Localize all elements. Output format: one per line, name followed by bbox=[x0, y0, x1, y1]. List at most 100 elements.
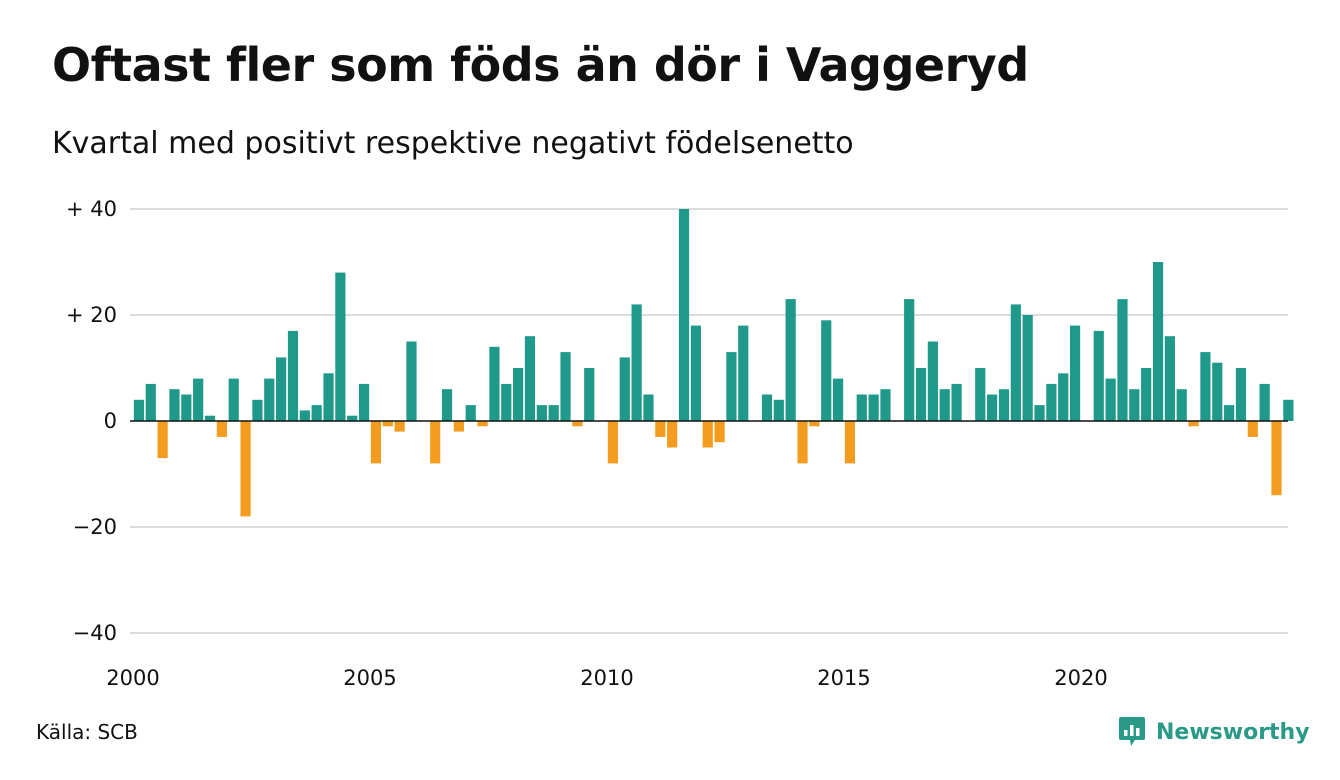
bar bbox=[987, 394, 998, 421]
bar bbox=[1069, 325, 1081, 421]
y-tick-label: + 20 bbox=[66, 303, 117, 327]
bar bbox=[844, 421, 856, 464]
bar bbox=[193, 378, 204, 421]
bar bbox=[572, 421, 583, 427]
bar bbox=[347, 415, 358, 421]
bar bbox=[868, 394, 879, 421]
bar bbox=[1129, 389, 1140, 421]
bar bbox=[880, 389, 891, 421]
bar bbox=[1235, 368, 1247, 421]
bar bbox=[394, 421, 405, 432]
bar bbox=[821, 320, 832, 421]
bar bbox=[335, 272, 346, 421]
bar bbox=[560, 352, 571, 421]
bar bbox=[1212, 362, 1223, 421]
bar bbox=[939, 389, 950, 421]
bar bbox=[1022, 315, 1033, 421]
bar bbox=[524, 336, 536, 421]
bar bbox=[489, 346, 500, 421]
brand-logo: Newsworthy bbox=[1118, 714, 1310, 750]
bar bbox=[702, 421, 713, 448]
y-tick-label: 0 bbox=[104, 409, 117, 433]
x-tick-label: 2015 bbox=[817, 666, 870, 690]
bar bbox=[370, 421, 382, 464]
bar bbox=[276, 357, 287, 421]
bar bbox=[358, 383, 370, 421]
chart-title: Oftast fler som föds än dör i Vaggeryd bbox=[52, 38, 1029, 92]
bar bbox=[915, 368, 927, 421]
y-tick-label: + 40 bbox=[66, 197, 117, 221]
bar bbox=[1283, 399, 1294, 421]
bar bbox=[761, 394, 773, 421]
bar bbox=[169, 389, 180, 421]
bar bbox=[832, 378, 844, 421]
y-tick-label: −40 bbox=[73, 621, 117, 645]
bar bbox=[252, 399, 263, 421]
bar bbox=[430, 421, 441, 464]
bar bbox=[1117, 299, 1128, 421]
bar bbox=[678, 209, 690, 421]
x-axis-labels: 2000 2005 2010 2015 2020 bbox=[106, 666, 1107, 690]
bar bbox=[975, 368, 986, 421]
bar bbox=[1259, 383, 1270, 421]
bar bbox=[1176, 389, 1187, 421]
bar bbox=[690, 325, 701, 421]
grid-lines bbox=[130, 208, 1288, 634]
bar bbox=[311, 405, 322, 421]
brand-name: Newsworthy bbox=[1156, 719, 1310, 745]
bar bbox=[1105, 378, 1116, 421]
bar bbox=[773, 399, 784, 421]
bar bbox=[809, 421, 820, 427]
bar bbox=[453, 421, 464, 432]
bar bbox=[797, 421, 808, 464]
bar bbox=[133, 399, 145, 421]
bar bbox=[299, 410, 310, 421]
bar bbox=[1247, 421, 1258, 437]
bar bbox=[1152, 262, 1164, 421]
bar bbox=[406, 341, 417, 421]
bar bbox=[323, 373, 334, 421]
y-axis-labels: + 40 + 20 0 −20 −40 bbox=[66, 197, 117, 645]
bar bbox=[216, 421, 227, 437]
bar bbox=[998, 389, 1010, 421]
x-tick-label: 2005 bbox=[343, 666, 396, 690]
bar bbox=[513, 368, 524, 421]
bar bbox=[536, 405, 547, 421]
bar bbox=[667, 421, 678, 448]
source-note: Källa: SCB bbox=[36, 720, 138, 744]
bar bbox=[548, 405, 559, 421]
bar bbox=[204, 415, 216, 421]
bar bbox=[1200, 352, 1211, 421]
bar bbox=[643, 394, 654, 421]
bar bbox=[1058, 373, 1069, 421]
bar bbox=[856, 394, 867, 421]
bar bbox=[477, 421, 488, 427]
bar bbox=[785, 299, 796, 421]
bar bbox=[1010, 304, 1021, 421]
bar bbox=[441, 389, 453, 421]
bar bbox=[264, 378, 275, 421]
bar bbox=[927, 341, 938, 421]
bar bbox=[714, 421, 725, 443]
bar bbox=[1046, 383, 1057, 421]
bar bbox=[240, 421, 251, 517]
bar bbox=[904, 299, 915, 421]
bar bbox=[1224, 405, 1235, 421]
bars bbox=[133, 209, 1294, 517]
newsworthy-logo-icon bbox=[1119, 717, 1145, 746]
bar bbox=[1188, 421, 1199, 427]
bar bbox=[501, 383, 512, 421]
bar bbox=[1164, 336, 1175, 421]
bar bbox=[157, 421, 168, 459]
x-tick-label: 2000 bbox=[106, 666, 159, 690]
bar bbox=[465, 405, 476, 421]
bar bbox=[1141, 368, 1152, 421]
bar bbox=[726, 352, 737, 421]
chart-subtitle: Kvartal med positivt respektive negativt… bbox=[52, 126, 854, 161]
bar bbox=[738, 325, 749, 421]
bar bbox=[951, 383, 962, 421]
bar bbox=[181, 394, 192, 421]
bar bbox=[1271, 421, 1282, 496]
x-tick-label: 2010 bbox=[580, 666, 633, 690]
